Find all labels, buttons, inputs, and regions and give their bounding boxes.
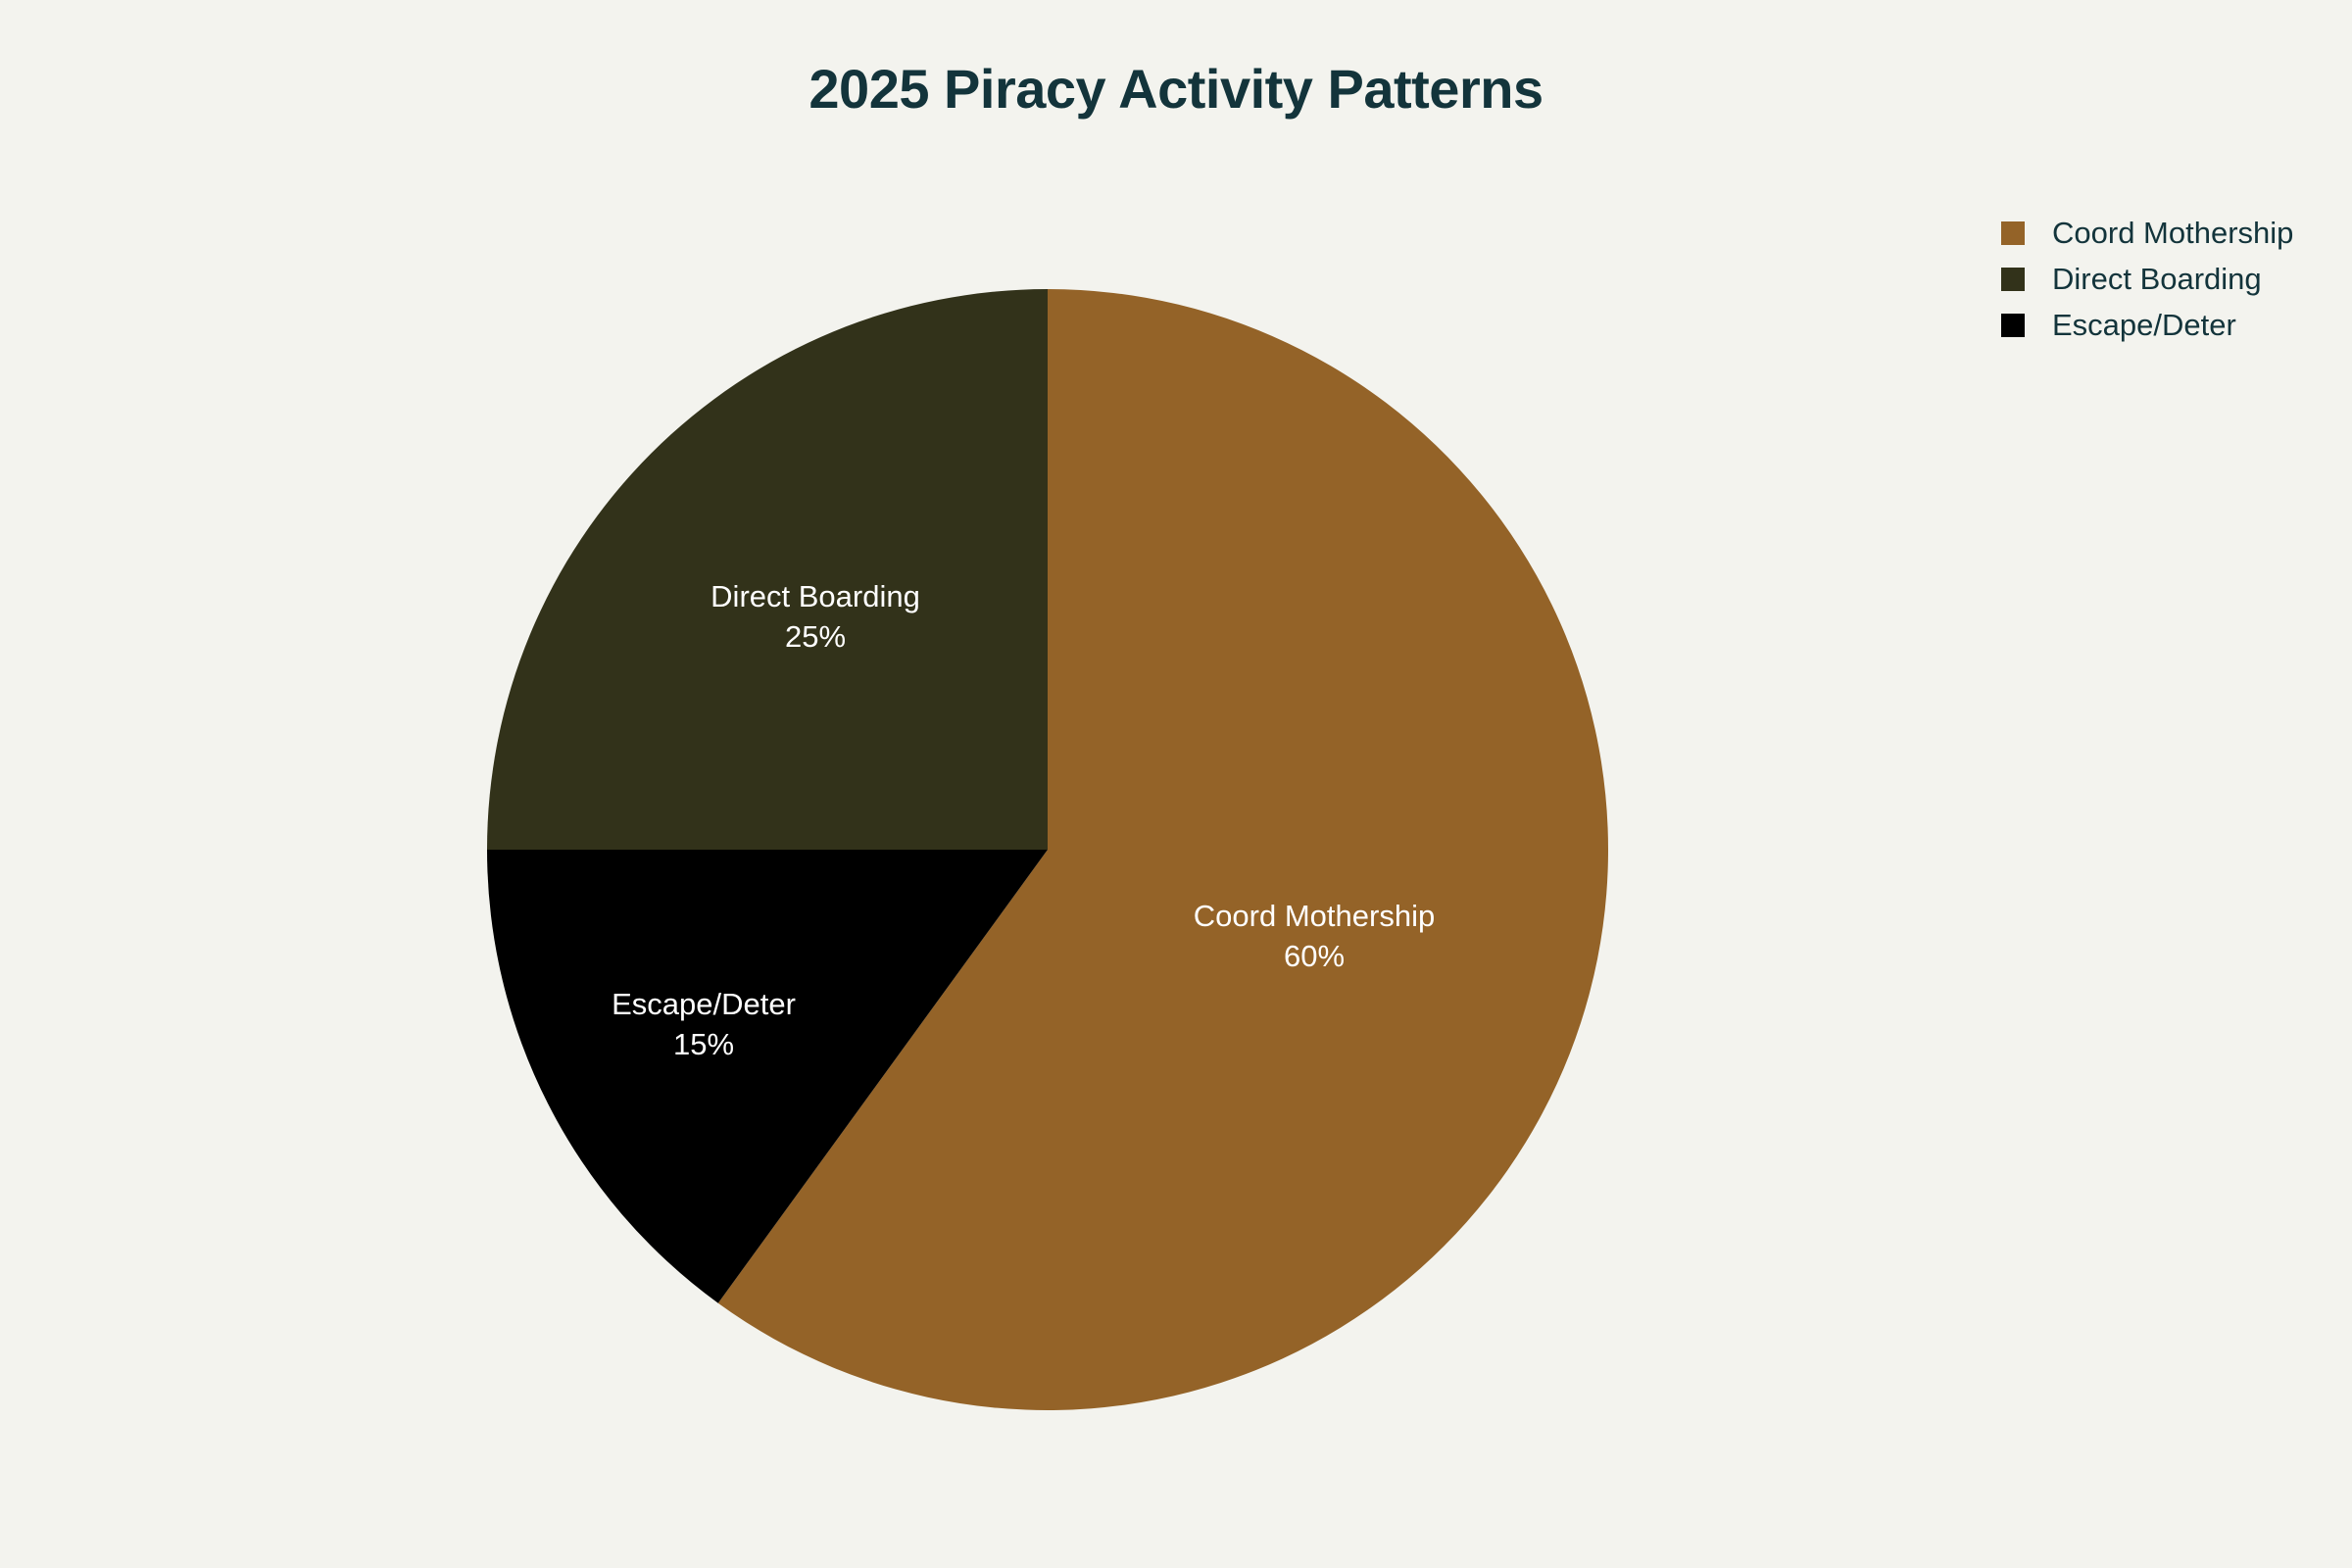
slice-label-name: Direct Boarding [710,579,920,613]
legend-item-escape-deter[interactable]: Escape/Deter [2001,302,2293,348]
legend-swatch-icon [2001,267,2025,291]
slice-escape-deter[interactable] [487,850,1048,1303]
legend-label: Escape/Deter [2052,307,2236,342]
slice-direct-boarding[interactable] [487,289,1048,850]
slice-label-percent: 15% [672,1027,735,1061]
legend-label: Direct Boarding [2052,261,2262,296]
chart-title: 2025 Piracy Activity Patterns [808,58,1544,120]
slice-coord-mothership[interactable] [717,289,1609,1410]
legend-label: Coord Mothership [2052,215,2294,250]
slice-label-coord-mothership: Coord Mothership 60% [1194,896,1435,976]
legend-item-direct-boarding[interactable]: Direct Boarding [2001,256,2293,302]
slice-label-name: Escape/Deter [612,987,796,1021]
legend-swatch-icon [2001,220,2025,245]
legend-swatch-icon [2001,313,2025,337]
slice-label-percent: 60% [1283,939,1346,973]
slice-label-escape-deter: Escape/Deter 15% [612,984,796,1064]
slice-label-percent: 25% [784,619,847,654]
slice-label-name: Coord Mothership [1193,899,1436,933]
slice-label-direct-boarding: Direct Boarding 25% [710,576,920,657]
legend: Coord Mothership Direct Boarding Escape/… [2001,210,2293,348]
legend-item-coord-mothership[interactable]: Coord Mothership [2001,210,2293,256]
